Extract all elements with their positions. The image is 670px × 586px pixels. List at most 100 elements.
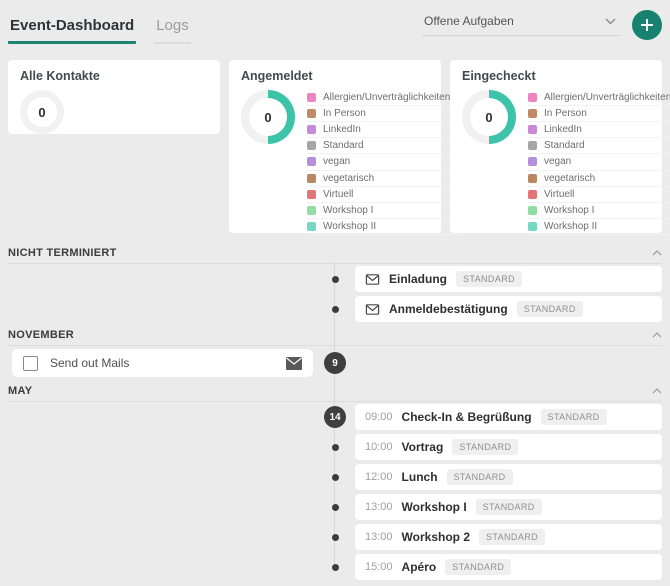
card-alle-kontakte: Alle Kontakte 0 <box>8 60 220 134</box>
section-title: MAY <box>8 384 33 397</box>
tab-logs[interactable]: Logs <box>154 17 191 44</box>
chevron-up-icon[interactable] <box>652 387 662 394</box>
donut-value: 0 <box>249 98 287 136</box>
event-item-workshop-2[interactable]: 13:00 Workshop 2 STANDARD <box>355 524 662 550</box>
legend-row: Allergien/Unverträglichkeiten0 <box>307 90 464 107</box>
timeline-dot <box>331 563 339 571</box>
task-title: Send out Mails <box>50 356 130 370</box>
legend-label: LinkedIn <box>323 124 361 136</box>
section-header-november[interactable]: NOVEMBER <box>8 324 662 346</box>
legend-swatch <box>528 141 537 151</box>
event-item-lunch[interactable]: 12:00 Lunch STANDARD <box>355 464 662 490</box>
page-header: Event-Dashboard Logs Offene Aufgaben <box>0 0 670 44</box>
timeline-dot <box>331 305 339 313</box>
legend-row: Virtuell0 <box>528 187 670 203</box>
legend-row: In Person0 <box>528 106 670 123</box>
legend-row: vegan0 <box>307 154 464 171</box>
timeline-dot <box>331 533 339 541</box>
legend-label: LinkedIn <box>544 124 582 136</box>
section-header-may[interactable]: MAY <box>8 380 662 402</box>
section-header-nicht-terminiert[interactable]: NICHT TERMINIERT <box>8 242 662 264</box>
add-button[interactable] <box>632 10 662 40</box>
chevron-up-icon[interactable] <box>652 249 662 256</box>
legend-swatch <box>307 189 316 199</box>
stat-cards-row: Alle Kontakte 0 Angemeldet 0 Allergien/U… <box>8 60 670 235</box>
standard-badge: STANDARD <box>446 469 513 485</box>
legend-label: Workshop II <box>323 220 377 232</box>
section-title: NOVEMBER <box>8 328 74 341</box>
chevron-up-icon[interactable] <box>652 331 662 338</box>
event-title: Workshop I <box>401 500 467 514</box>
legend-row: Allergien/Unverträglichkeiten0 <box>528 90 670 107</box>
donut-chart-alle-kontakte: 0 <box>20 90 64 134</box>
task-filter-dropdown[interactable]: Offene Aufgaben <box>422 14 620 36</box>
event-title: Check-In & Begrüßung <box>401 410 532 424</box>
plus-icon <box>639 17 655 33</box>
legend-row: Workshop I0 <box>307 203 464 219</box>
legend-swatch <box>528 109 537 119</box>
task-item-send-out-mails[interactable]: Send out Mails <box>12 349 313 377</box>
event-title: Workshop 2 <box>401 530 470 544</box>
mail-item-title: Anmeldebestätigung <box>389 302 508 316</box>
event-title: Vortrag <box>401 440 444 454</box>
event-title: Apéro <box>401 560 437 574</box>
mail-item-anmeldebestaetigung[interactable]: Anmeldebestätigung STANDARD <box>355 296 662 322</box>
day-badge: 9 <box>324 352 346 374</box>
task-checkbox[interactable] <box>23 355 38 371</box>
legend-label: Standard <box>323 140 364 152</box>
event-item-check-in[interactable]: 09:00 Check-In & Begrüßung STANDARD <box>355 404 662 430</box>
standard-badge: STANDARD <box>445 559 512 575</box>
card-title: Eingecheckt <box>462 69 536 83</box>
timeline-dot <box>331 503 339 511</box>
tab-bar: Event-Dashboard Logs <box>8 17 191 44</box>
event-time: 12:00 <box>365 471 393 483</box>
tab-event-dashboard[interactable]: Event-Dashboard <box>8 17 137 44</box>
donut-value: 0 <box>470 98 508 136</box>
legend-row: vegan0 <box>528 154 670 171</box>
legend-label: Workshop I <box>323 204 374 216</box>
card-title: Angemeldet <box>241 69 313 83</box>
legend-label: Allergien/Unverträglichkeiten <box>544 92 670 104</box>
event-time: 13:00 <box>365 501 393 513</box>
mail-outline-icon <box>365 272 380 287</box>
donut-chart-angemeldet: 0 <box>241 90 295 144</box>
timeline-row: Einladung STANDARD <box>0 264 670 294</box>
standard-badge: STANDARD <box>452 439 519 455</box>
mail-item-einladung[interactable]: Einladung STANDARD <box>355 266 662 292</box>
timeline-dot <box>331 443 339 451</box>
day-badge: 14 <box>324 406 346 428</box>
event-item-workshop-1[interactable]: 13:00 Workshop I STANDARD <box>355 494 662 520</box>
mail-item-title: Einladung <box>389 272 447 286</box>
legend-angemeldet: Allergien/Unverträglichkeiten0 In Person… <box>307 90 464 235</box>
standard-badge: STANDARD <box>456 271 523 287</box>
legend-row: LinkedIn0 <box>307 122 464 139</box>
task-filter-value: Offene Aufgaben <box>424 14 514 28</box>
mail-filled-icon[interactable] <box>286 356 302 370</box>
timeline-row: 10:00 Vortrag STANDARD <box>0 432 670 462</box>
timeline-row: 13:00 Workshop 2 STANDARD <box>0 522 670 552</box>
legend-eingecheckt: Allergien/Unverträglichkeiten0 In Person… <box>528 90 670 235</box>
card-title: Alle Kontakte <box>20 69 100 83</box>
legend-row: Workshop I0 <box>528 203 670 219</box>
legend-label: Virtuell <box>323 188 354 200</box>
legend-label: Allergien/Unverträglichkeiten <box>323 92 451 104</box>
legend-label: vegetarisch <box>544 172 596 184</box>
legend-label: vegan <box>544 156 572 168</box>
legend-swatch <box>528 157 537 167</box>
legend-swatch <box>307 157 316 167</box>
event-item-apero[interactable]: 15:00 Apéro STANDARD <box>355 554 662 580</box>
legend-swatch <box>528 93 537 103</box>
legend-swatch <box>528 125 537 135</box>
legend-swatch <box>307 205 316 215</box>
card-eingecheckt: Eingecheckt 0 Allergien/Unverträglichkei… <box>450 60 670 235</box>
legend-swatch <box>528 189 537 199</box>
legend-swatch <box>528 205 537 215</box>
event-item-vortrag[interactable]: 10:00 Vortrag STANDARD <box>355 434 662 460</box>
event-time: 10:00 <box>365 441 393 453</box>
legend-row: Standard0 <box>528 138 670 155</box>
legend-swatch <box>528 221 537 231</box>
legend-swatch <box>307 173 316 183</box>
legend-label: Workshop I <box>544 204 595 216</box>
timeline-row: 13:00 Workshop I STANDARD <box>0 492 670 522</box>
legend-swatch <box>307 221 316 231</box>
